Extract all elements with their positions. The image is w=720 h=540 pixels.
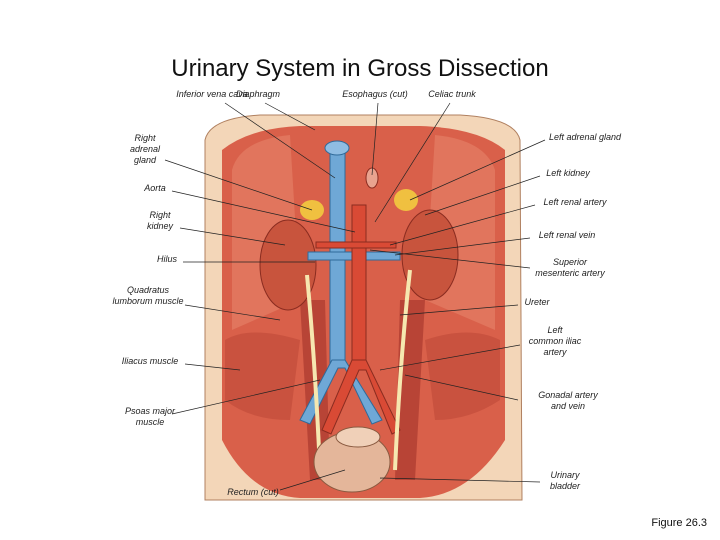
leader-line	[179, 227, 286, 246]
anatomy-label: gland	[134, 155, 157, 165]
anatomy-label: mesenteric artery	[535, 268, 605, 278]
anatomy-label: adrenal	[130, 144, 161, 154]
leader-line	[379, 344, 521, 371]
leader-line	[279, 469, 346, 491]
leader-line	[389, 204, 536, 246]
leader-line	[399, 304, 519, 316]
anatomy-label: muscle	[136, 417, 165, 427]
leader-line	[404, 374, 519, 401]
anatomy-label: Quadratus	[127, 285, 170, 295]
anatomy-label: Left renal artery	[543, 197, 607, 207]
leader-line	[224, 102, 336, 179]
anatomy-label: Gonadal artery	[538, 390, 598, 400]
anatomy-label: Left renal vein	[539, 230, 596, 240]
leader-line	[371, 102, 379, 176]
anatomy-label: bladder	[550, 481, 581, 491]
anatomy-label: Ureter	[524, 297, 550, 307]
anatomy-label: kidney	[147, 221, 174, 231]
anatomy-label: lumborum muscle	[112, 296, 183, 306]
leader-line	[171, 379, 321, 415]
anatomy-label: Iliacus muscle	[122, 356, 179, 366]
anatomy-label: Celiac trunk	[428, 89, 476, 99]
leader-line	[424, 175, 541, 216]
leader-line	[184, 363, 241, 371]
leader-line	[369, 249, 531, 269]
anatomy-label: Esophagus (cut)	[342, 89, 408, 99]
leader-line	[379, 477, 541, 483]
anatomy-label: Diaphragm	[236, 89, 281, 99]
anatomy-label: Right	[134, 133, 156, 143]
anatomy-label: common iliac	[529, 336, 582, 346]
anatomy-label: Rectum (cut)	[227, 487, 279, 497]
anatomy-label: Psoas major	[125, 406, 176, 416]
leader-line	[374, 102, 451, 223]
illustration	[204, 114, 523, 501]
anatomy-label: Right	[149, 210, 171, 220]
anatomy-label: Superior	[553, 257, 588, 267]
anatomy-label: Left adrenal gland	[549, 132, 622, 142]
anatomy-label: Hilus	[157, 254, 178, 264]
leader-line	[184, 304, 281, 321]
anatomy-label: Urinary	[550, 470, 580, 480]
leader-line	[171, 190, 356, 233]
anatomy-label: artery	[543, 347, 567, 357]
anatomy-label: Left kidney	[546, 168, 590, 178]
anatomy-label: and vein	[551, 401, 585, 411]
figure-caption: Figure 26.3	[651, 517, 707, 529]
leader-line	[394, 237, 531, 256]
slide-title: Urinary System in Gross Dissection	[171, 55, 548, 82]
leader-line	[164, 159, 313, 211]
leader-line	[264, 102, 316, 131]
anatomy-label: Left	[547, 325, 563, 335]
anatomy-label: Aorta	[143, 183, 166, 193]
anatomy-label: Inferior vena cava	[176, 89, 248, 99]
leader-line	[409, 139, 546, 201]
